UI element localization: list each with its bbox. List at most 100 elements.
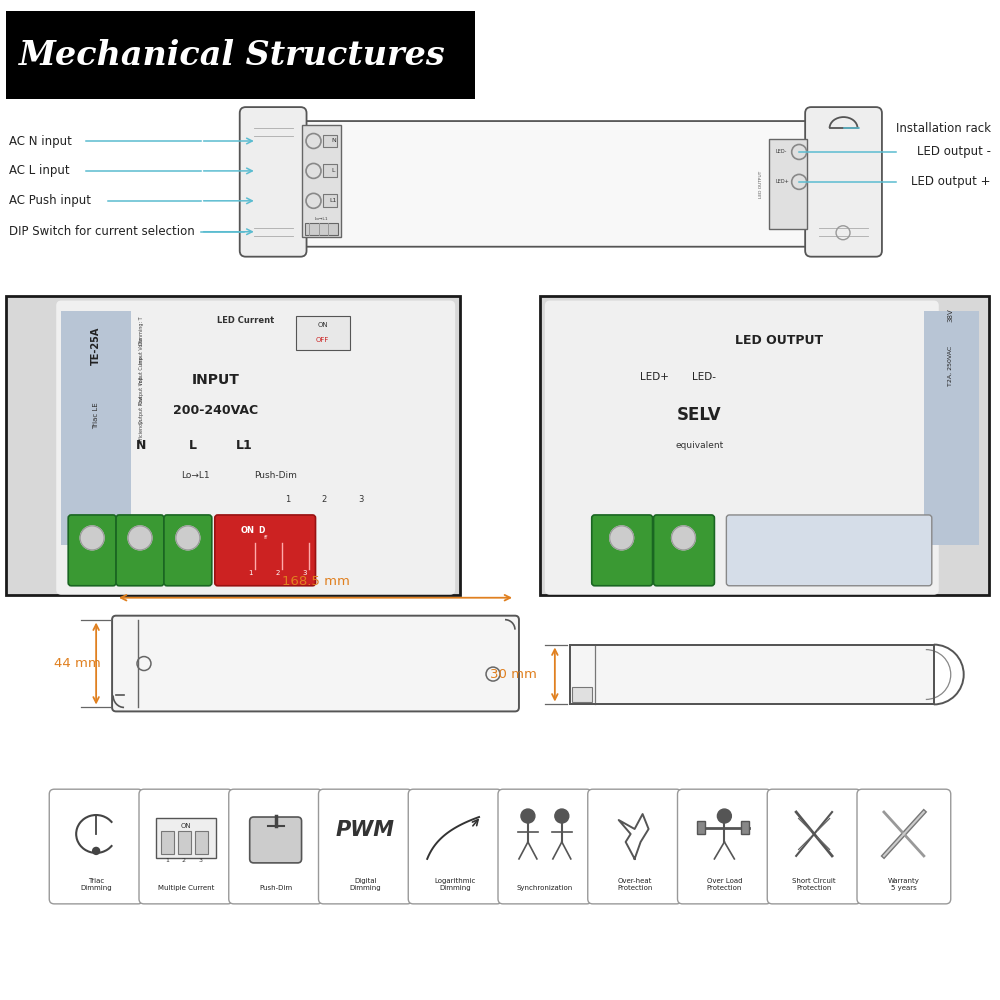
- Text: 200-240VAC: 200-240VAC: [173, 404, 258, 417]
- Text: 2: 2: [322, 495, 327, 504]
- FancyBboxPatch shape: [68, 515, 116, 586]
- Circle shape: [128, 526, 152, 550]
- Text: Input Curre: Input Curre: [139, 356, 144, 384]
- Text: Dimming: T: Dimming: T: [139, 316, 144, 345]
- FancyBboxPatch shape: [49, 789, 143, 904]
- FancyBboxPatch shape: [229, 789, 322, 904]
- Text: L1: L1: [236, 439, 253, 452]
- Text: Lo→L1: Lo→L1: [182, 471, 210, 480]
- Text: 2: 2: [275, 570, 280, 576]
- Text: 168.5 mm: 168.5 mm: [282, 575, 349, 588]
- Text: 3: 3: [302, 570, 307, 576]
- FancyBboxPatch shape: [195, 831, 208, 854]
- FancyBboxPatch shape: [282, 121, 823, 247]
- FancyBboxPatch shape: [726, 515, 932, 586]
- Text: Logarithmic
Dimming: Logarithmic Dimming: [434, 878, 476, 891]
- FancyBboxPatch shape: [112, 616, 519, 711]
- FancyBboxPatch shape: [302, 125, 341, 237]
- Bar: [61, 311, 131, 545]
- Text: Push-Dim: Push-Dim: [254, 471, 297, 480]
- FancyBboxPatch shape: [156, 818, 216, 858]
- Text: LED+: LED+: [640, 372, 669, 382]
- Text: D: D: [259, 526, 265, 535]
- Text: N: N: [331, 138, 336, 143]
- Text: AC L input: AC L input: [9, 164, 70, 177]
- Text: SELV: SELV: [677, 406, 722, 424]
- Text: LED Current: LED Current: [217, 316, 274, 325]
- Text: L: L: [189, 439, 197, 452]
- Text: Digital
Dimming: Digital Dimming: [350, 878, 381, 891]
- Text: Push-Dim: Push-Dim: [259, 885, 292, 891]
- Bar: [769, 139, 807, 229]
- Text: LED-: LED-: [692, 372, 716, 382]
- Bar: [6, 11, 475, 99]
- Text: LED+: LED+: [775, 179, 789, 184]
- Bar: [572, 687, 592, 702]
- Text: Over Load
Protection: Over Load Protection: [707, 878, 742, 891]
- Bar: [924, 311, 979, 545]
- Text: OFF: OFF: [316, 337, 329, 343]
- Text: ff: ff: [264, 535, 268, 540]
- Text: AC N input: AC N input: [9, 134, 72, 147]
- Text: LED OUTPUT: LED OUTPUT: [759, 170, 763, 198]
- Circle shape: [176, 526, 200, 550]
- Bar: [6, 296, 460, 595]
- FancyBboxPatch shape: [161, 831, 174, 854]
- Circle shape: [610, 526, 634, 550]
- FancyBboxPatch shape: [56, 301, 455, 595]
- Text: Lo→L1: Lo→L1: [315, 217, 328, 221]
- Bar: [570, 645, 934, 704]
- Text: L1: L1: [330, 198, 337, 203]
- FancyBboxPatch shape: [592, 515, 653, 586]
- FancyBboxPatch shape: [545, 301, 939, 595]
- Text: 3: 3: [199, 858, 203, 863]
- Text: Output Volt: Output Volt: [139, 376, 144, 404]
- Text: 44 mm: 44 mm: [54, 657, 101, 670]
- Text: LED-: LED-: [775, 149, 787, 154]
- Bar: [323, 135, 337, 147]
- FancyBboxPatch shape: [250, 817, 302, 863]
- Text: Triac
Dimming: Triac Dimming: [80, 878, 112, 891]
- Text: 38V: 38V: [948, 309, 954, 322]
- Text: L: L: [332, 168, 335, 173]
- Circle shape: [672, 526, 695, 550]
- FancyBboxPatch shape: [805, 107, 882, 257]
- FancyBboxPatch shape: [139, 789, 233, 904]
- Text: 3: 3: [359, 495, 364, 504]
- Text: TE-25A: TE-25A: [91, 326, 101, 365]
- Text: LED output -: LED output -: [917, 145, 991, 158]
- FancyBboxPatch shape: [654, 515, 714, 586]
- Text: Installation rack: Installation rack: [896, 122, 991, 135]
- Text: 2: 2: [182, 858, 186, 863]
- Text: 1: 1: [248, 570, 253, 576]
- Text: 1: 1: [165, 858, 169, 863]
- Text: Output Pow: Output Pow: [139, 396, 144, 424]
- Text: ON: ON: [181, 823, 191, 829]
- FancyBboxPatch shape: [164, 515, 212, 586]
- Text: Mechanical Structures: Mechanical Structures: [19, 39, 446, 72]
- Text: Push DIM: Push DIM: [312, 225, 331, 229]
- Text: AC Push input: AC Push input: [9, 194, 91, 207]
- Bar: [323, 164, 337, 177]
- FancyBboxPatch shape: [678, 789, 771, 904]
- Text: LED output +: LED output +: [911, 175, 991, 188]
- Text: Warranty
5 years: Warranty 5 years: [888, 878, 920, 891]
- Circle shape: [555, 809, 569, 823]
- Text: ON: ON: [241, 526, 255, 535]
- Text: 1: 1: [285, 495, 290, 504]
- Circle shape: [80, 526, 104, 550]
- Bar: [305, 223, 338, 235]
- Text: equivalent: equivalent: [675, 441, 724, 450]
- Text: Input Volta: Input Volta: [139, 337, 144, 364]
- Text: N: N: [136, 439, 146, 452]
- Text: Over-heat
Protection: Over-heat Protection: [617, 878, 652, 891]
- FancyBboxPatch shape: [767, 789, 861, 904]
- FancyBboxPatch shape: [408, 789, 502, 904]
- FancyBboxPatch shape: [240, 107, 307, 257]
- Text: Short Circuit
Protection: Short Circuit Protection: [792, 878, 836, 891]
- Text: PWM: PWM: [336, 820, 395, 840]
- FancyBboxPatch shape: [588, 789, 681, 904]
- Text: T2A, 250VAC: T2A, 250VAC: [948, 345, 953, 385]
- FancyBboxPatch shape: [857, 789, 951, 904]
- Bar: [296, 316, 350, 350]
